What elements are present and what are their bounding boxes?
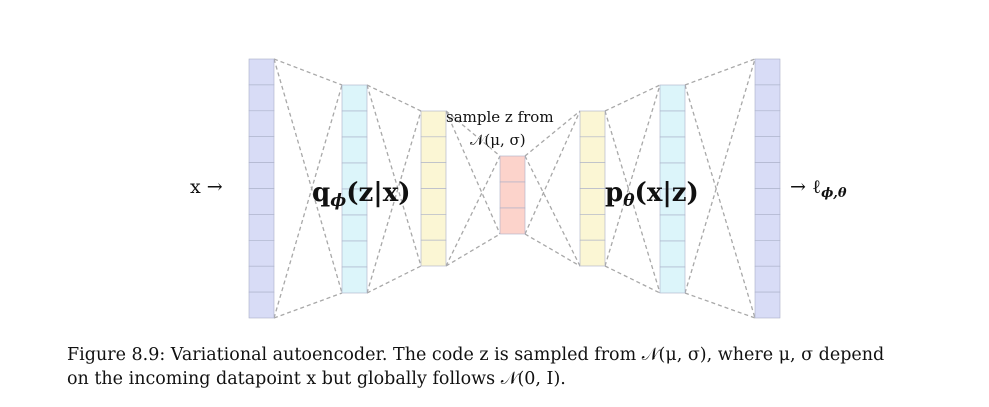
layer-unit — [659, 188, 686, 216]
connection-line — [604, 84, 661, 112]
layer-unit — [248, 188, 275, 215]
caption-line-2: on the incoming datapoint x but globally… — [67, 369, 566, 389]
decoder-label-main: p — [605, 178, 623, 208]
connection-line — [445, 233, 501, 267]
layer-unit — [420, 162, 447, 189]
encoder-hidden-layer — [341, 84, 368, 294]
encoder-label-main: q — [312, 178, 330, 208]
latent-layer — [499, 155, 526, 235]
layer-unit — [248, 240, 275, 267]
connection-line — [366, 265, 422, 294]
layer-unit — [499, 155, 526, 183]
decoder-input-layer — [579, 110, 606, 267]
layer-unit — [754, 110, 781, 138]
output-layer — [754, 58, 781, 319]
connection-line — [273, 84, 343, 319]
layer-unit — [420, 110, 447, 138]
layer-unit — [248, 214, 275, 241]
layer-unit — [341, 110, 368, 138]
input-layer — [248, 58, 275, 319]
output-label-subscript: ϕ,θ — [821, 186, 847, 201]
connection-line — [604, 110, 661, 294]
encoder-label: qϕ(z|x) — [312, 178, 411, 211]
connection-line — [524, 233, 581, 267]
connection-line — [604, 265, 661, 294]
layer-unit — [754, 162, 781, 189]
layer-unit — [248, 291, 275, 319]
layer-unit — [754, 291, 781, 319]
connection-line — [273, 292, 343, 319]
layer-unit — [659, 110, 686, 138]
connection-line — [524, 110, 581, 157]
connection-line — [273, 58, 343, 294]
layer-unit — [248, 265, 275, 293]
layer-unit — [248, 162, 275, 189]
layer-unit — [248, 110, 275, 138]
connection-line — [445, 110, 501, 235]
connection-line — [684, 292, 756, 319]
layer-unit — [579, 239, 606, 267]
layer-unit — [341, 266, 368, 294]
layer-unit — [420, 136, 447, 163]
layer-unit — [341, 136, 368, 164]
layer-unit — [248, 84, 275, 112]
encoder-output-layer — [420, 110, 447, 267]
layer-unit — [248, 136, 275, 163]
encoder-label-args: (z|x) — [346, 178, 410, 208]
layer-unit — [754, 240, 781, 267]
connections — [273, 58, 756, 319]
layer-unit — [341, 214, 368, 242]
layer-unit — [420, 239, 447, 267]
layer-unit — [499, 207, 526, 235]
connection-line — [366, 110, 422, 294]
decoder-label: pθ(x|z) — [605, 178, 699, 211]
sample-label-line2: 𝒩(μ, σ) — [470, 131, 526, 149]
connection-line — [524, 110, 581, 235]
connection-line — [273, 58, 343, 86]
layer-unit — [754, 58, 781, 86]
connection-line — [366, 84, 422, 112]
connection-line — [604, 84, 661, 267]
connection-line — [445, 110, 501, 157]
encoder-label-subscript: ϕ — [330, 191, 346, 211]
layer-unit — [659, 84, 686, 112]
layer-unit — [341, 84, 368, 112]
layer-unit — [754, 265, 781, 293]
layer-unit — [499, 181, 526, 209]
connection-line — [684, 84, 756, 319]
connection-line — [366, 84, 422, 267]
caption-line-1: Figure 8.9: Variational autoencoder. The… — [67, 345, 885, 365]
output-label: → ℓϕ,θ — [790, 176, 847, 201]
layer-unit — [579, 136, 606, 163]
layer-unit — [659, 214, 686, 242]
layer-unit — [659, 266, 686, 294]
layer-unit — [659, 240, 686, 268]
layer-unit — [754, 136, 781, 163]
connection-line — [684, 58, 756, 294]
layer-unit — [420, 214, 447, 241]
layer-unit — [754, 188, 781, 215]
sample-label-line1: sample z from — [446, 108, 554, 126]
layer-unit — [341, 240, 368, 268]
layer-unit — [754, 214, 781, 241]
layer-unit — [341, 162, 368, 190]
layer-unit — [579, 110, 606, 138]
decoder-label-args: (x|z) — [635, 178, 699, 208]
layer-unit — [420, 188, 447, 215]
figure-caption: Figure 8.9: Variational autoencoder. The… — [67, 343, 967, 391]
layer-unit — [754, 84, 781, 112]
layer-unit — [659, 136, 686, 164]
input-label: x → — [190, 176, 223, 198]
layers — [248, 58, 781, 319]
layer-unit — [579, 162, 606, 189]
layer-unit — [659, 162, 686, 190]
connection-line — [684, 58, 756, 86]
layer-unit — [579, 188, 606, 215]
output-label-main: → ℓ — [790, 176, 821, 198]
decoder-label-subscript: θ — [623, 191, 635, 211]
decoder-hidden-layer — [659, 84, 686, 294]
layer-unit — [248, 58, 275, 86]
layer-unit — [579, 214, 606, 241]
